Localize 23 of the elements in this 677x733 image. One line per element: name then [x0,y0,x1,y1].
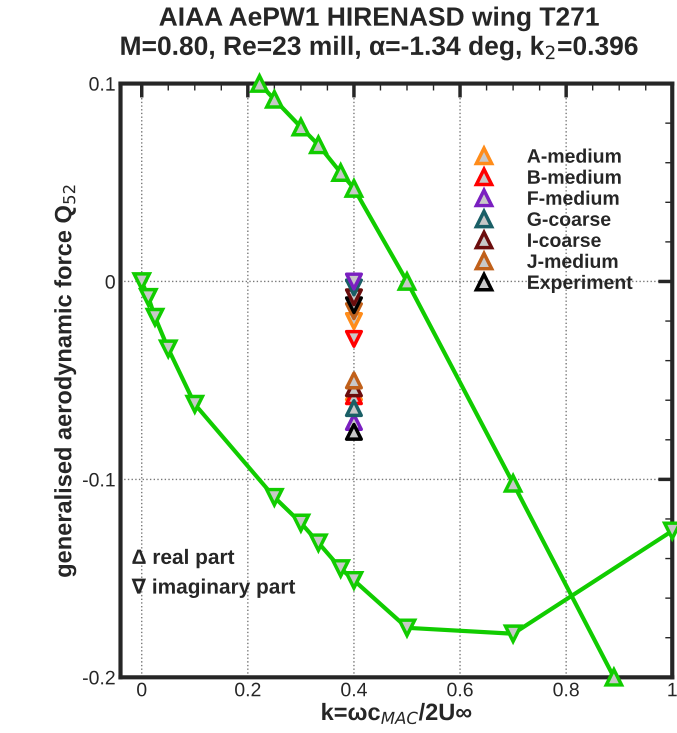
y-tick-label: -0.2 [83,670,115,685]
x-tick-label: 0.2 [235,682,260,696]
legend-label: I-coarse [528,233,601,248]
x-tick-label: 0.8 [553,682,579,696]
x-tick-label: 0 [137,682,146,696]
x-axis-title: k=ωc$_{MAC}$/2U∞ [322,702,472,724]
legend-label: A-medium [527,148,621,163]
legend-label: G-coarse [528,212,610,226]
y-tick-label: 0.1 [89,77,115,91]
x-tick-label: 0.4 [341,682,367,696]
y-tick-label: -0.1 [83,472,115,487]
legend-label: B-medium [528,170,621,184]
x-tick-label: 0.6 [447,682,473,696]
chart-title: AIAA AePW1 HIRENASD wing T271 [159,6,599,32]
annotation: ∇ imaginary part [132,578,296,598]
legend-label: F-medium [528,190,618,205]
x-tick-label: 1 [668,682,677,696]
chart-subtitle: M=0.80, Re=23 mill, α=-1.34 deg, k$_{2}$=0.396 [121,36,638,60]
legend-label: Experiment [528,274,632,293]
y-tick-label: 0 [106,274,115,289]
annotation: Δ real part [132,548,234,568]
y-axis-title: generalised aerodynamic force Q$_{52}$ [54,186,76,577]
legend-label: J-medium [527,254,618,268]
